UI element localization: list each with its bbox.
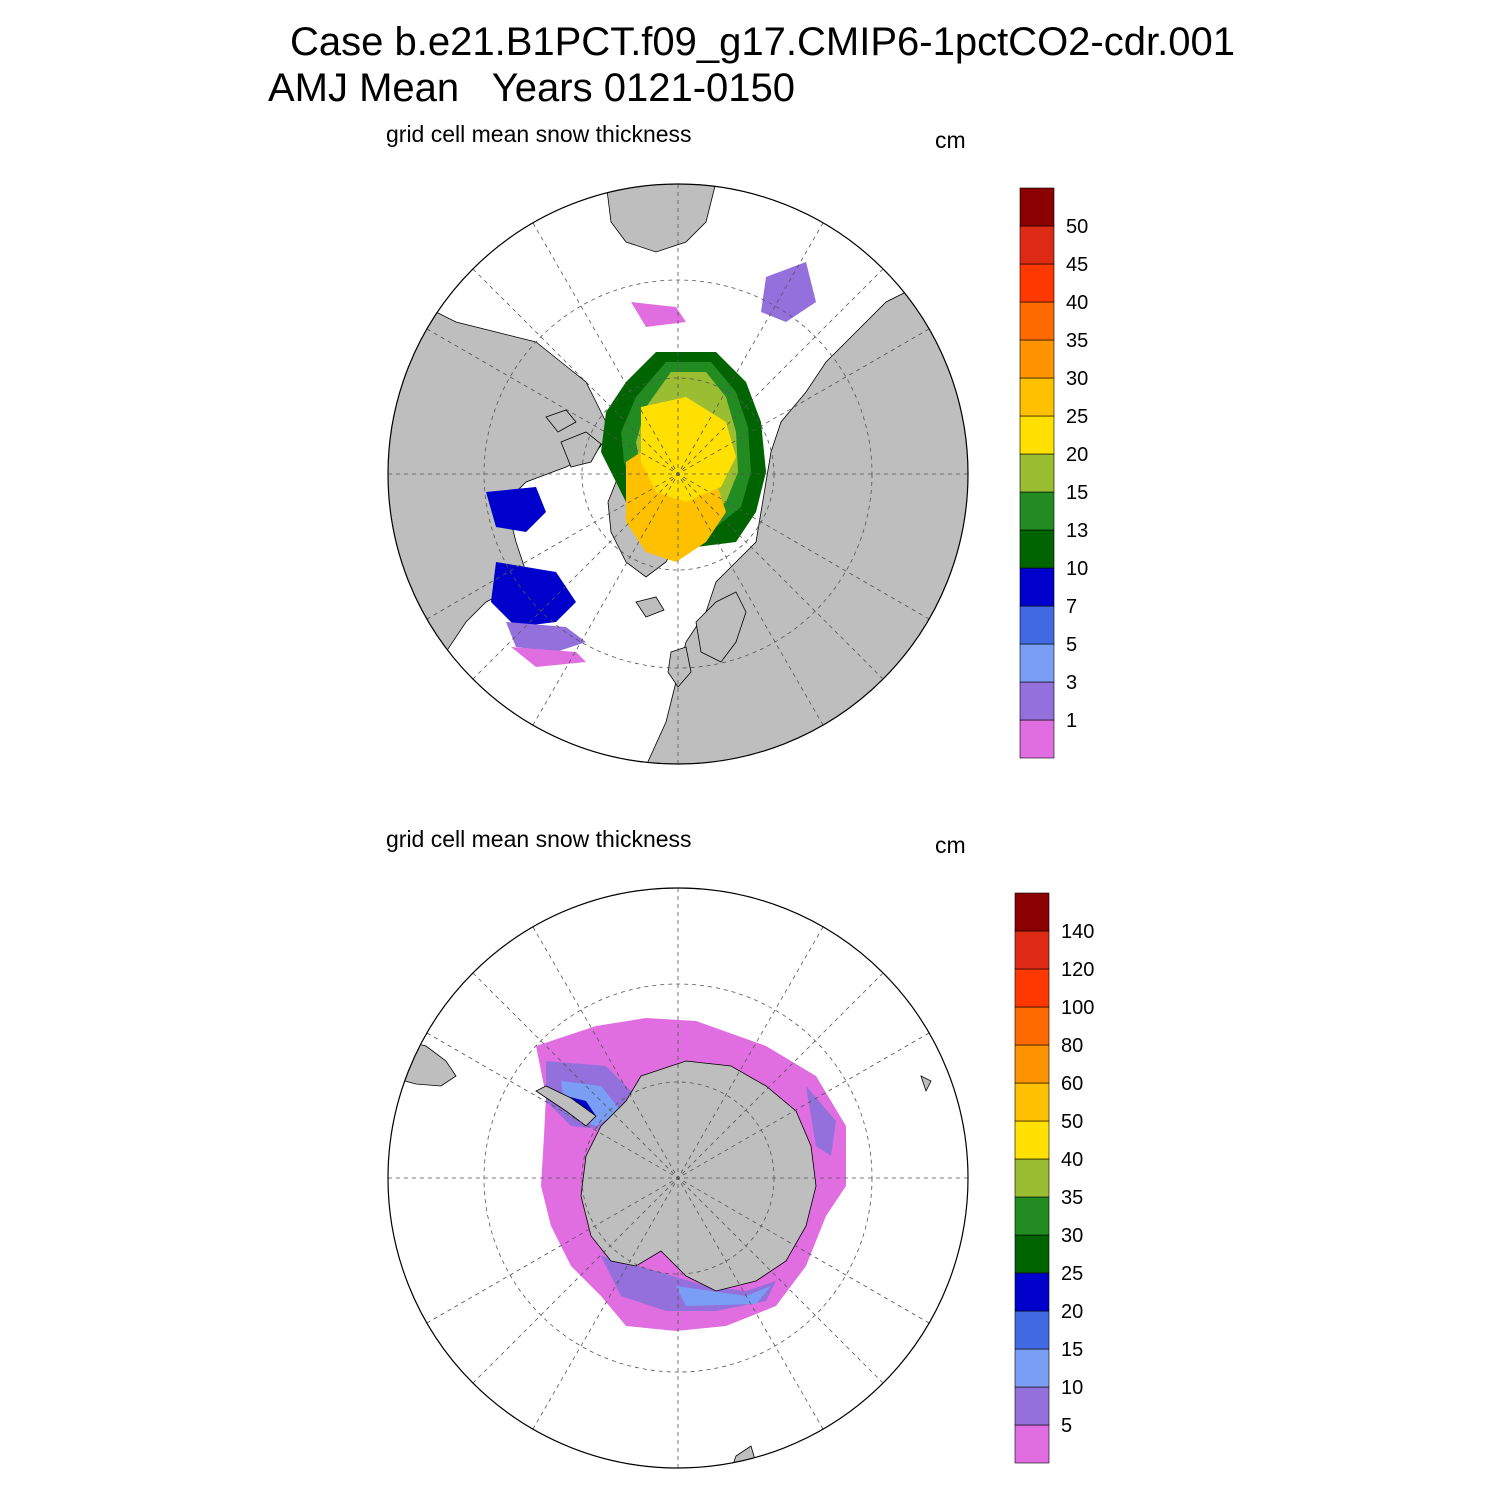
north-colorbar-label-6: 15 — [1066, 482, 1088, 504]
south-colorbar-box-11 — [1014, 1006, 1050, 1046]
south-colorbar-box-2 — [1014, 1348, 1050, 1388]
north-colorbar-label-11: 40 — [1066, 292, 1088, 314]
south-colorbar-box-1 — [1014, 1386, 1050, 1426]
south-colorbar-label-10: 80 — [1061, 1035, 1083, 1057]
south-colorbar-label-7: 40 — [1061, 1149, 1083, 1171]
north-graticule — [388, 184, 968, 764]
south-colorbar-label-13: 140 — [1061, 921, 1094, 943]
north-colorbar-label-3: 7 — [1066, 596, 1077, 618]
south-colorbar-label-8: 50 — [1061, 1111, 1083, 1133]
north-colorbar-box-13 — [1019, 225, 1055, 265]
south-colorbar-label-11: 100 — [1061, 997, 1094, 1019]
south-polar-map — [387, 887, 969, 1469]
north-colorbar-box-3 — [1019, 605, 1055, 645]
north-polar-map — [387, 183, 969, 765]
north-map-border — [387, 183, 969, 765]
north-colorbar-label-4: 10 — [1066, 558, 1088, 580]
north-colorbar-label-0: 1 — [1066, 710, 1077, 732]
south-map-border — [387, 887, 969, 1469]
north-colorbar-label-5: 13 — [1066, 520, 1088, 542]
north-colorbar-box-10 — [1019, 339, 1055, 379]
south-colorbar-box-6 — [1014, 1196, 1050, 1236]
north-colorbar-box-8 — [1019, 415, 1055, 455]
figure-title-case: Case b.e21.B1PCT.f09_g17.CMIP6-1pctCO2-c… — [290, 20, 1235, 64]
north-snow-field — [486, 262, 816, 667]
south-colorbar-label-1: 10 — [1061, 1377, 1083, 1399]
south-colorbar-box-14 — [1014, 892, 1050, 932]
north-colorbar-label-13: 50 — [1066, 216, 1088, 238]
north-colorbar-box-12 — [1019, 263, 1055, 303]
north-colorbar-box-14 — [1019, 187, 1055, 227]
south-colorbar-box-9 — [1014, 1082, 1050, 1122]
north-colorbar-label-12: 45 — [1066, 254, 1088, 276]
north-colorbar-label-10: 35 — [1066, 330, 1088, 352]
south-colorbar-label-6: 35 — [1061, 1187, 1083, 1209]
south-colorbar-box-7 — [1014, 1158, 1050, 1198]
south-colorbar-label-12: 120 — [1061, 959, 1094, 981]
figure-title-period: AMJ Mean Years 0121-0150 — [268, 66, 796, 110]
north-panel-title: grid cell mean snow thickness — [386, 121, 692, 147]
north-colorbar-box-7 — [1019, 453, 1055, 493]
south-colorbar-box-3 — [1014, 1310, 1050, 1350]
south-graticule — [388, 888, 968, 1468]
north-colorbar-box-5 — [1019, 529, 1055, 569]
south-colorbar-box-10 — [1014, 1044, 1050, 1084]
north-colorbar-box-11 — [1019, 301, 1055, 341]
south-colorbar-label-9: 60 — [1061, 1073, 1083, 1095]
south-panel-title: grid cell mean snow thickness — [386, 826, 692, 852]
north-colorbar-box-9 — [1019, 377, 1055, 417]
south-units-label: cm — [935, 832, 966, 858]
south-colorbar-label-2: 15 — [1061, 1339, 1083, 1361]
south-colorbar-label-0: 5 — [1061, 1415, 1072, 1437]
south-colorbar-box-12 — [1014, 968, 1050, 1008]
south-colorbar-label-3: 20 — [1061, 1301, 1083, 1323]
south-colorbar-box-8 — [1014, 1120, 1050, 1160]
north-colorbar-box-6 — [1019, 491, 1055, 531]
south-colorbar-box-4 — [1014, 1272, 1050, 1312]
south-colorbar-box-0 — [1014, 1424, 1050, 1464]
north-colorbar-box-2 — [1019, 643, 1055, 683]
south-colorbar-box-13 — [1014, 930, 1050, 970]
north-colorbar-box-4 — [1019, 567, 1055, 607]
south-colorbar: 5 10 15 20 25 30 35 40 50 60 80 100 120 140 — [1014, 892, 1094, 1464]
north-colorbar-label-8: 25 — [1066, 406, 1088, 428]
north-colorbar-label-2: 5 — [1066, 634, 1077, 656]
south-colorbar-label-4: 25 — [1061, 1263, 1083, 1285]
north-colorbar-label-1: 3 — [1066, 672, 1077, 694]
north-colorbar-box-1 — [1019, 681, 1055, 721]
south-colorbar-label-5: 30 — [1061, 1225, 1083, 1247]
north-units-label: cm — [935, 127, 966, 153]
north-colorbar-box-0 — [1019, 719, 1055, 759]
north-colorbar-label-7: 20 — [1066, 444, 1088, 466]
north-colorbar-label-9: 30 — [1066, 368, 1088, 390]
south-colorbar-box-5 — [1014, 1234, 1050, 1274]
